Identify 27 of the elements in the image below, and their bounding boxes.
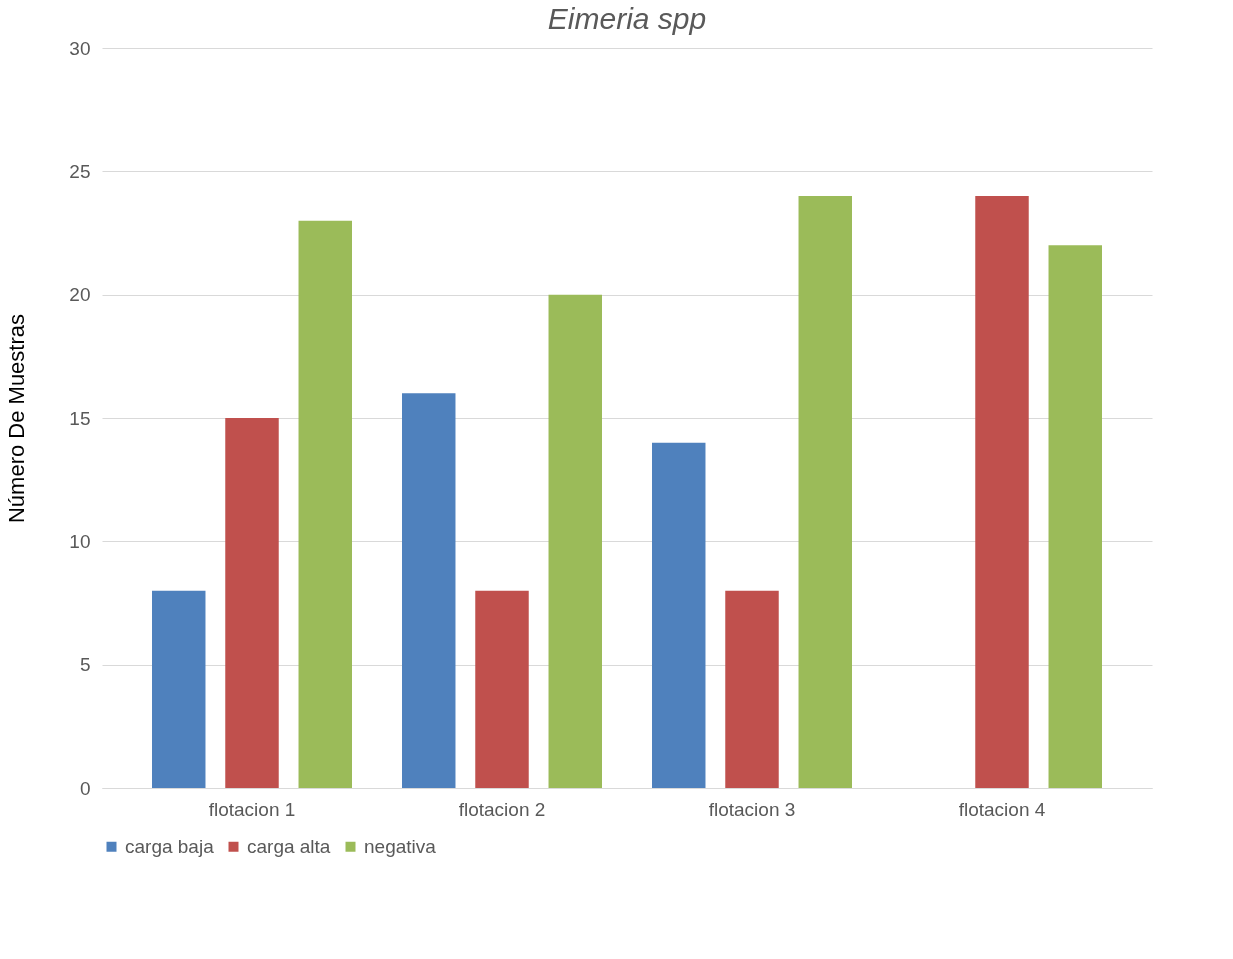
y-tick-label: 30 [69, 37, 91, 59]
y-tick-label: 20 [69, 284, 91, 306]
bar [975, 196, 1029, 788]
y-tick-label: 10 [69, 530, 91, 552]
bar [1048, 245, 1102, 788]
bar [475, 590, 529, 788]
bar [652, 442, 706, 788]
y-tick-label: 15 [69, 407, 91, 429]
bar [225, 418, 279, 788]
chart-title: Eimeria spp [547, 2, 707, 35]
x-tick-label: flotacion 1 [208, 798, 296, 820]
bar [798, 196, 852, 788]
x-tick-label: flotacion 2 [458, 798, 546, 820]
bar [548, 294, 602, 788]
bar [725, 590, 779, 788]
legend-label: carga alta [247, 835, 331, 857]
y-tick-label: 0 [79, 777, 91, 799]
legend-label: negativa [364, 835, 437, 857]
bar [152, 590, 206, 788]
x-tick-label: flotacion 3 [708, 798, 796, 820]
bar [402, 393, 456, 788]
y-axis-title: Número De Muestras [4, 313, 30, 524]
x-tick-label: flotacion 4 [958, 798, 1046, 820]
legend-label: carga baja [125, 835, 215, 857]
bar [298, 220, 352, 788]
y-tick-label: 5 [79, 654, 91, 676]
y-tick-label: 25 [69, 160, 91, 182]
